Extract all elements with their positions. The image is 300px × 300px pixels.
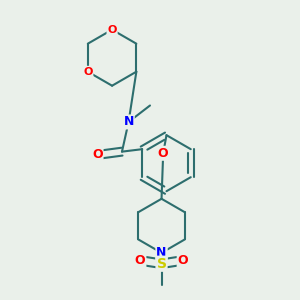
Text: O: O — [92, 148, 103, 161]
Text: O: O — [107, 25, 117, 35]
Text: O: O — [158, 147, 169, 160]
Text: N: N — [156, 246, 167, 260]
Text: O: O — [178, 254, 188, 267]
Text: O: O — [135, 254, 146, 267]
Text: O: O — [83, 67, 92, 77]
Text: S: S — [157, 257, 166, 271]
Text: N: N — [123, 116, 134, 128]
